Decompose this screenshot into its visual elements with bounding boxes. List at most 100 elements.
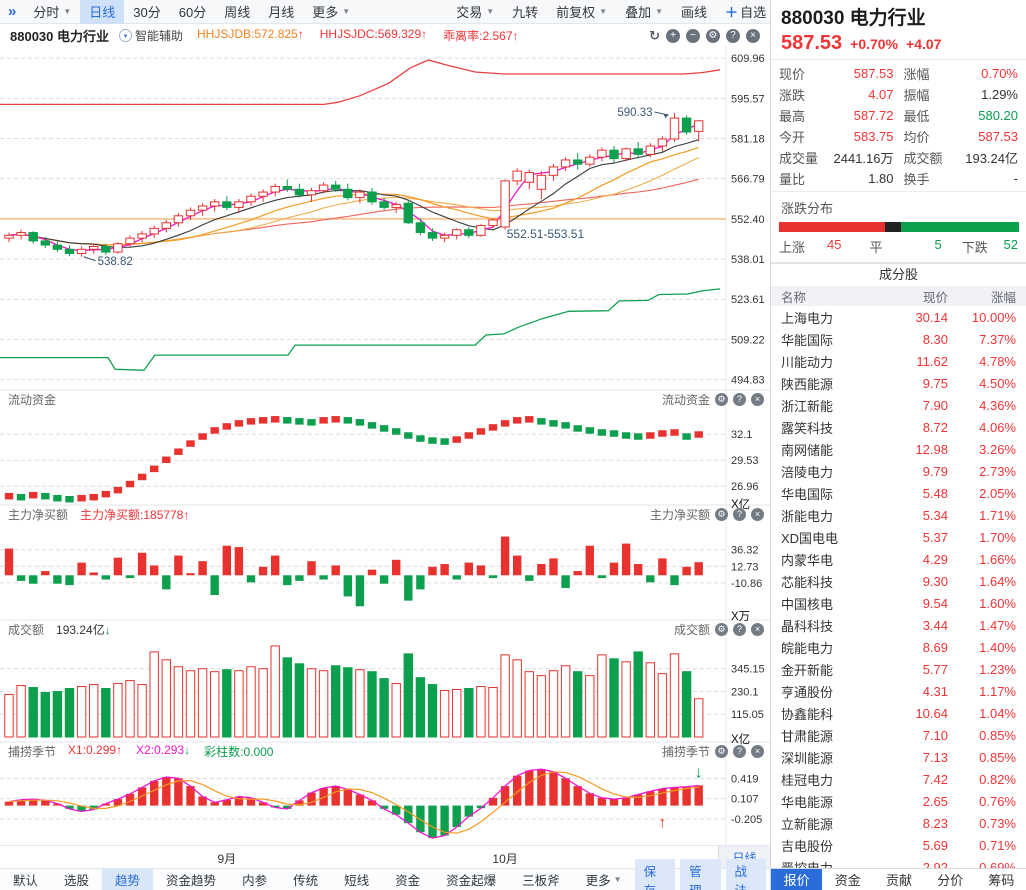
strategy-tab-默认[interactable]: 默认 xyxy=(13,874,39,888)
down-arrow-marker: ↓ xyxy=(695,764,703,781)
strategy-tab-选股[interactable]: 选股 xyxy=(64,874,90,888)
panel-tab-筹码[interactable]: 筹码 xyxy=(988,873,1015,888)
component-stock-row[interactable]: XD国电电 5.37 1.70% xyxy=(771,526,1026,548)
stock-name: 华能国际 xyxy=(781,332,834,348)
distribution-counts: 上涨 45 平 5 下跌 52 xyxy=(779,237,1018,255)
component-stock-row[interactable]: 金开新能 5.77 1.23% xyxy=(771,658,1026,680)
svg-text:-0.205: -0.205 xyxy=(731,814,762,826)
component-stock-row[interactable]: 中国核电 9.54 1.60% xyxy=(771,592,1026,614)
component-stock-row[interactable]: 华能国际 8.30 7.37% xyxy=(771,328,1026,350)
distribution-bar xyxy=(779,222,1019,232)
component-stock-row[interactable]: 南网储能 12.98 3.26% xyxy=(771,438,1026,460)
strategy-tab-三板斧[interactable]: 三板斧 xyxy=(522,874,560,888)
month-label-9月: 9月 xyxy=(217,852,237,866)
component-stock-row[interactable]: 桂冠电力 7.42 0.82% xyxy=(771,768,1026,790)
tab-周线[interactable]: 周线 xyxy=(224,5,251,20)
gear-icon[interactable]: ⚙ xyxy=(715,392,728,406)
close-icon[interactable]: × xyxy=(751,622,764,636)
help-icon[interactable]: ? xyxy=(733,622,746,636)
stock-name: 立新能源 xyxy=(781,816,834,832)
component-stock-row[interactable]: 吉电股份 5.69 0.71% xyxy=(771,834,1026,856)
stock-change-pct: 2.73% xyxy=(979,463,1016,479)
tab-画线[interactable]: 画线 xyxy=(681,5,708,20)
close-icon[interactable]: × xyxy=(746,28,760,43)
stock-price: 8.30 xyxy=(922,331,948,347)
action-管理[interactable]: 管理 xyxy=(680,858,721,890)
strategy-tab-资金趋势[interactable]: 资金趋势 xyxy=(166,874,217,888)
gear-icon[interactable]: ⚙ xyxy=(715,507,728,521)
component-stock-row[interactable]: 深圳能源 7.13 0.85% xyxy=(771,746,1026,768)
zoom-out-icon[interactable]: − xyxy=(686,28,700,43)
tab-30分[interactable]: 30分 xyxy=(133,5,161,20)
settings-icon[interactable]: ⚙ xyxy=(706,28,720,43)
tab-交易[interactable]: 交易 ▼ xyxy=(456,5,495,20)
strategy-tab-传统[interactable]: 传统 xyxy=(293,874,319,888)
stock-change-pct: 1.40% xyxy=(979,639,1016,655)
svg-text:494.83: 494.83 xyxy=(731,375,765,387)
component-stock-row[interactable]: 立新能源 8.23 0.73% xyxy=(771,812,1026,834)
component-stock-row[interactable]: 甘肃能源 7.10 0.85% xyxy=(771,724,1026,746)
tab-叠加[interactable]: 叠加 ▼ xyxy=(625,5,664,20)
component-stock-row[interactable]: 晶科科技 3.44 1.47% xyxy=(771,614,1026,636)
panel-tab-贡献[interactable]: 贡献 xyxy=(886,873,913,888)
strategy-tab-更多[interactable]: 更多 ▼ xyxy=(585,874,622,888)
indicator-value: HHJSJDB:572.825↑ xyxy=(197,27,304,41)
close-icon[interactable]: × xyxy=(751,744,764,758)
refresh-icon[interactable]: ↻ xyxy=(649,27,660,43)
component-stock-row[interactable]: 芯能科技 9.30 1.64% xyxy=(771,570,1026,592)
component-stock-row[interactable]: 涪陵电力 9.79 2.73% xyxy=(771,460,1026,482)
tab-日线[interactable]: 日线 xyxy=(80,0,125,24)
component-stock-row[interactable]: 内蒙华电 4.29 1.66% xyxy=(771,548,1026,570)
stock-name: 上海电力 xyxy=(781,310,834,326)
tab-月线[interactable]: 月线 xyxy=(268,5,295,20)
gear-icon[interactable]: ⚙ xyxy=(715,744,728,758)
gear-icon[interactable]: ⚙ xyxy=(715,622,728,636)
stock-price: 7.42 xyxy=(922,771,948,787)
strategy-tab-资金[interactable]: 资金 xyxy=(395,874,421,888)
strategy-tab-趋势[interactable]: 趋势 xyxy=(102,868,154,890)
panel-tab-分价[interactable]: 分价 xyxy=(937,873,964,888)
tab-九转[interactable]: 九转 xyxy=(512,5,539,20)
action-保存[interactable]: 保存 xyxy=(634,858,676,890)
panel-tab-资金[interactable]: 资金 xyxy=(834,873,861,888)
close-icon[interactable]: × xyxy=(751,507,764,521)
help-icon[interactable]: ? xyxy=(733,507,746,521)
stock-change-pct: 1.71% xyxy=(979,507,1016,523)
tab-分时[interactable]: 分时 ▼ xyxy=(33,5,72,20)
collapse-left-icon[interactable]: » xyxy=(8,3,17,20)
component-stock-row[interactable]: 陕西能源 9.75 4.50% xyxy=(771,372,1026,394)
component-stock-row[interactable]: 华电能源 2.65 0.76% xyxy=(771,790,1026,812)
stat-label: 均价 xyxy=(903,130,930,145)
help-icon[interactable]: ? xyxy=(726,28,740,43)
component-stock-row[interactable]: 华电国际 5.48 2.05% xyxy=(771,482,1026,504)
smart-assist-label: 智能辅助 xyxy=(135,29,184,43)
smart-assist-toggle[interactable]: ▾ 智能辅助 xyxy=(119,27,183,44)
help-icon[interactable]: ? xyxy=(733,744,746,758)
pane-title: 流动资金 xyxy=(8,392,57,407)
zoom-in-icon[interactable]: + xyxy=(666,28,680,43)
stock-change-pct: 0.85% xyxy=(979,727,1016,743)
stock-price: 9.75 xyxy=(922,375,948,391)
component-stock-row[interactable]: 亨通股份 4.31 1.17% xyxy=(771,680,1026,702)
panel-tab-报价[interactable]: 报价 xyxy=(771,869,823,890)
component-stock-row[interactable]: 上海电力 30.14 10.00% xyxy=(771,306,1026,328)
close-icon[interactable]: × xyxy=(751,392,764,406)
tab-更多[interactable]: 更多 ▼ xyxy=(312,5,351,20)
component-stock-row[interactable]: 浙江新能 7.90 4.36% xyxy=(771,394,1026,416)
tab-前复权[interactable]: 前复权 ▼ xyxy=(556,5,608,20)
stat-value: 1.80 xyxy=(868,171,894,186)
action-战法[interactable]: 战法 xyxy=(725,858,766,890)
stock-price: 7.13 xyxy=(922,749,948,765)
component-stock-row[interactable]: 协鑫能科 10.64 1.04% xyxy=(771,702,1026,724)
strategy-tab-短线[interactable]: 短线 xyxy=(344,874,370,888)
strategy-tab-内参[interactable]: 内参 xyxy=(242,874,268,888)
strategy-tab-资金起爆[interactable]: 资金起爆 xyxy=(446,874,497,888)
help-icon[interactable]: ? xyxy=(733,392,746,406)
component-stock-row[interactable]: 川能动力 11.62 4.78% xyxy=(771,350,1026,372)
change-value: +4.07 xyxy=(906,36,942,52)
component-stock-row[interactable]: 露笑科技 8.72 4.06% xyxy=(771,416,1026,438)
stock-price: 4.31 xyxy=(922,683,948,699)
component-stock-row[interactable]: 浙能电力 5.34 1.71% xyxy=(771,504,1026,526)
component-stock-row[interactable]: 皖能电力 8.69 1.40% xyxy=(771,636,1026,658)
tab-60分[interactable]: 60分 xyxy=(178,5,207,20)
